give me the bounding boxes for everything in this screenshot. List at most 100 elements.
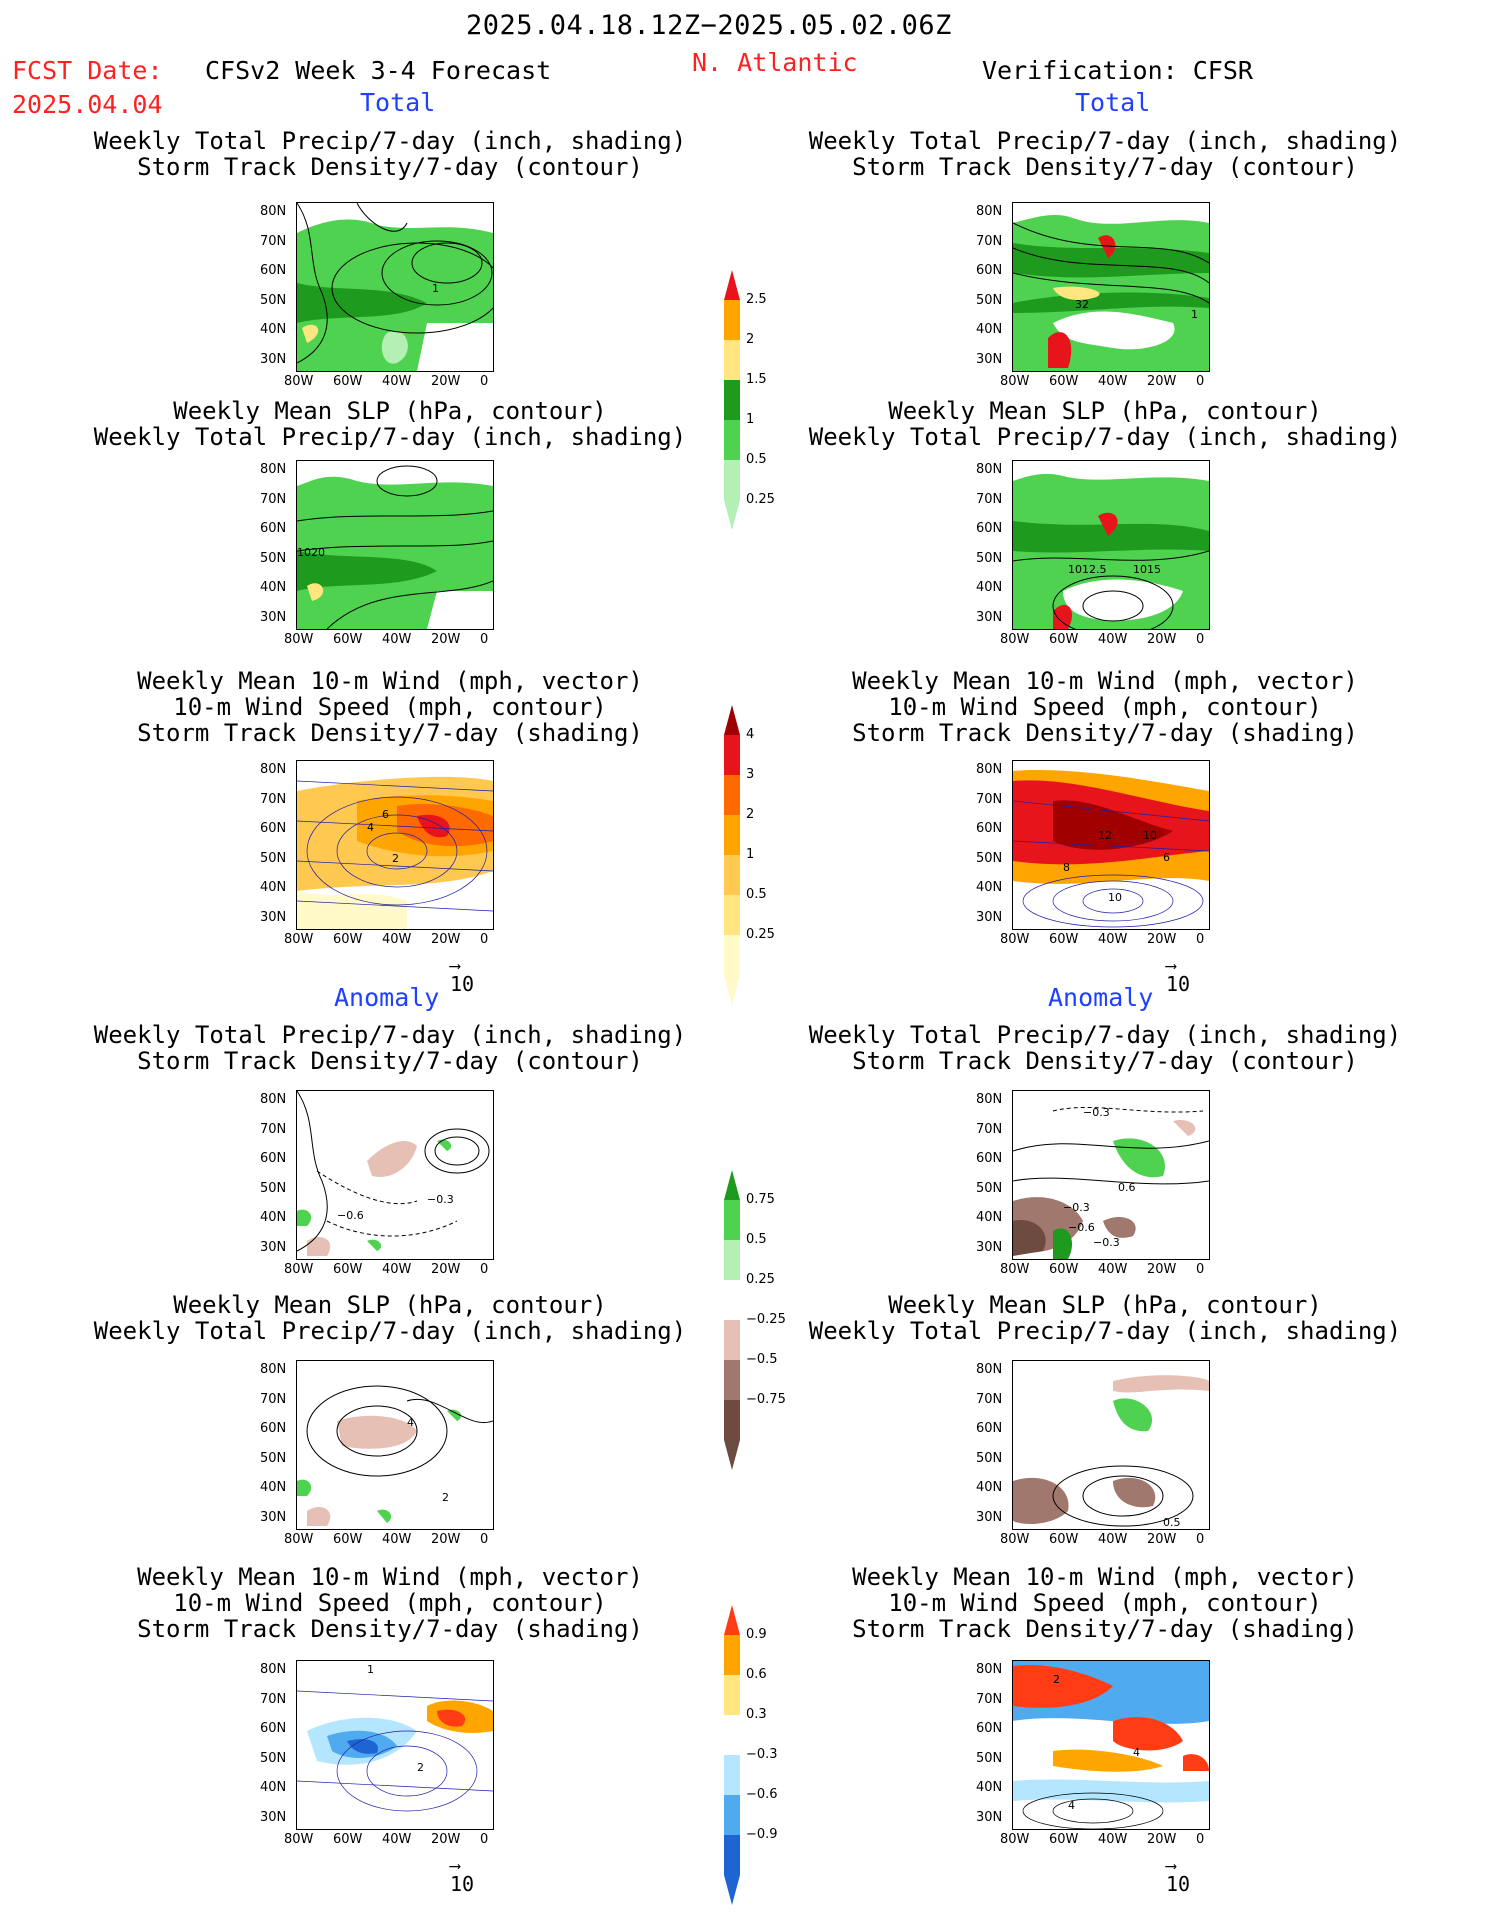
lon-tick-label: 20W — [1147, 932, 1177, 947]
lat-tick-label: 70N — [976, 491, 1003, 507]
lon-tick-label: 20W — [1147, 1532, 1177, 1547]
title-ver-total-3: Weekly Mean 10-m Wind (mph, vector) 10-m… — [755, 668, 1455, 746]
lon-tick-label: 0 — [480, 932, 489, 947]
lat-tick-label: 50N — [976, 550, 1003, 566]
contour-label: −0.3 — [1063, 1201, 1090, 1214]
contour-label: 6 — [382, 808, 389, 821]
colorbar-arrow-bottom — [724, 975, 740, 1005]
colorbar-label: 0.75 — [746, 1192, 775, 1207]
lat-tick-label: 50N — [976, 1750, 1003, 1766]
colorbar-arrow-top — [724, 705, 740, 735]
map-fcst-total-wind: 6 4 2 — [296, 760, 494, 930]
map-fcst-anom-precip: −0.6 −0.3 — [296, 1090, 494, 1260]
lat-tick-label: 40N — [976, 1480, 1003, 1495]
lat-tick-label: 30N — [260, 351, 287, 367]
colorbar-segment — [724, 1400, 740, 1440]
lat-tick-label: 80N — [260, 1092, 287, 1107]
lon-tick-label: 80W — [284, 374, 314, 389]
map-fcst-anom-slp: 4 2 — [296, 1360, 494, 1530]
lat-tick-label: 50N — [976, 850, 1003, 866]
lat-tick-label: 70N — [976, 791, 1003, 807]
lat-tick-label: 50N — [260, 850, 287, 866]
contour-label: 12 — [1098, 829, 1112, 842]
title-line: Weekly Mean SLP (hPa, contour) — [173, 1291, 607, 1319]
lon-tick-label: 80W — [284, 1262, 314, 1277]
colorbar-segment — [724, 775, 740, 815]
date-range-title: 2025.04.18.12Z−2025.05.02.06Z — [466, 10, 952, 41]
lat-tick-label: 60N — [260, 1421, 287, 1436]
lon-tick-label: 0 — [480, 632, 489, 647]
colorbar-label: 2 — [746, 807, 755, 822]
lat-tick-label: 50N — [260, 1750, 287, 1766]
lat-tick-label: 80N — [976, 1092, 1003, 1107]
lon-tick-label: 80W — [284, 1532, 314, 1547]
lat-tick-label: 70N — [976, 1691, 1003, 1707]
lat-tick-label: 70N — [260, 791, 287, 807]
lat-tick-label: 70N — [260, 1391, 287, 1407]
colorbar-label: 0.9 — [746, 1627, 767, 1642]
colorbar-segment — [724, 300, 740, 340]
lat-tick-label: 80N — [260, 1662, 287, 1677]
title-line: Weekly Total Precip/7-day (inch, shading… — [808, 1317, 1402, 1345]
lat-tick-label: 40N — [976, 1780, 1003, 1795]
lon-tick-label: 80W — [1000, 1532, 1030, 1547]
lat-tick-label: 40N — [976, 880, 1003, 895]
colorbar-label: −0.5 — [746, 1352, 778, 1367]
title-ver-anom-2: Weekly Mean SLP (hPa, contour) Weekly To… — [755, 1292, 1455, 1344]
lat-tick-label: 80N — [976, 762, 1003, 777]
title-line: Weekly Total Precip/7-day (inch, shading… — [808, 1021, 1402, 1049]
colorbar-arrow-top — [724, 1170, 740, 1200]
vector-ref-value: 10 — [1166, 1872, 1191, 1896]
title-line: Weekly Total Precip/7-day (inch, shading… — [808, 127, 1402, 155]
lon-tick-label: 0 — [480, 1262, 489, 1277]
lon-tick-label: 60W — [333, 1832, 363, 1847]
contour-label: −0.6 — [337, 1209, 364, 1222]
lon-tick-label: 20W — [1147, 632, 1177, 647]
contour-label: 1 — [1191, 308, 1198, 321]
title-line: Storm Track Density/7-day (shading) — [137, 1615, 643, 1643]
contour-label: 6 — [1163, 851, 1170, 864]
lon-tick-label: 80W — [284, 1832, 314, 1847]
lat-tick-label: 30N — [260, 909, 287, 925]
lat-tick-label: 70N — [976, 1121, 1003, 1137]
lat-tick-label: 40N — [260, 1780, 287, 1795]
lat-tick-label: 30N — [260, 1239, 287, 1255]
colorbar-label: 0.3 — [746, 1707, 767, 1722]
lon-tick-label: 60W — [333, 1262, 363, 1277]
lat-tick-label: 40N — [260, 880, 287, 895]
lon-tick-label: 20W — [431, 1532, 461, 1547]
title-line: Storm Track Density/7-day (contour) — [137, 153, 643, 181]
lon-tick-label: 40W — [382, 1532, 412, 1547]
colorbar-label: 0.25 — [746, 927, 775, 942]
lat-tick-label: 40N — [260, 322, 287, 337]
title-line: Weekly Mean 10-m Wind (mph, vector) — [852, 1563, 1358, 1591]
lat-tick-label: 60N — [976, 1721, 1003, 1736]
colorbar-segment — [724, 855, 740, 895]
lat-tick-label: 80N — [976, 1362, 1003, 1377]
lat-tick-label: 50N — [260, 1450, 287, 1466]
lat-tick-label: 40N — [260, 1480, 287, 1495]
lat-tick-label: 40N — [976, 1210, 1003, 1225]
colorbar-arrow-bottom — [724, 500, 740, 530]
title-line: Weekly Mean SLP (hPa, contour) — [173, 397, 607, 425]
lon-tick-label: 0 — [480, 374, 489, 389]
lon-tick-label: 80W — [1000, 632, 1030, 647]
colorbar-label: 1.5 — [746, 372, 767, 387]
lat-tick-label: 30N — [976, 909, 1003, 925]
colorbar-segment — [724, 1835, 740, 1875]
lon-tick-label: 60W — [1049, 932, 1079, 947]
lat-tick-label: 70N — [260, 491, 287, 507]
colorbar-arrow-top — [724, 270, 740, 300]
contour-label: 0.6 — [1118, 1181, 1136, 1194]
lon-tick-label: 80W — [1000, 1832, 1030, 1847]
lat-tick-label: 40N — [260, 580, 287, 595]
map-ver-anom-precip: −0.3 0.6 −0.3 −0.6 −0.3 — [1012, 1090, 1210, 1260]
colorbar-label: 0.5 — [746, 452, 767, 467]
lat-tick-label: 50N — [260, 1180, 287, 1196]
colorbar-label: −0.25 — [746, 1312, 786, 1327]
vector-ref-ver-anom: ⟶ 10 — [1166, 1858, 1191, 1897]
lon-tick-label: 80W — [284, 932, 314, 947]
lat-tick-label: 60N — [260, 1721, 287, 1736]
title-ver-anom-1: Weekly Total Precip/7-day (inch, shading… — [755, 1022, 1455, 1074]
lon-tick-label: 60W — [1049, 1832, 1079, 1847]
